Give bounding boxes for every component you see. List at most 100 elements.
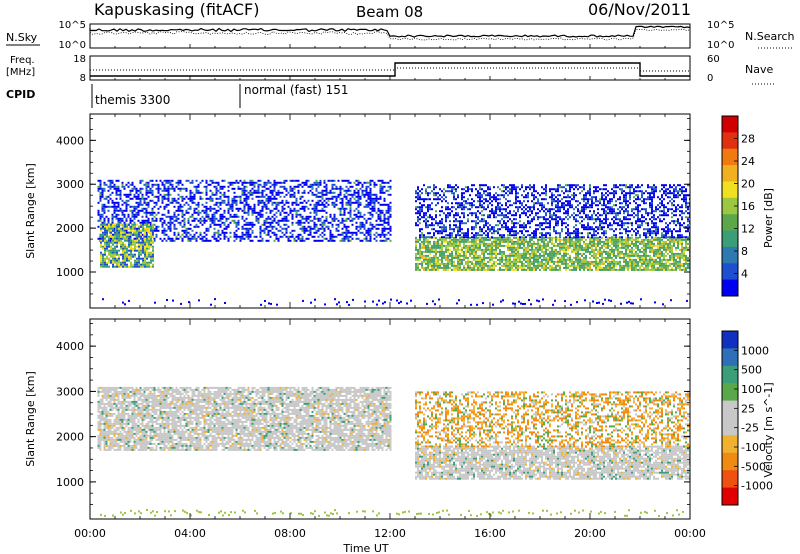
scatter-cell bbox=[463, 206, 465, 209]
scatter-cell bbox=[138, 263, 140, 266]
scatter-cell bbox=[110, 241, 112, 244]
scatter-cell bbox=[511, 254, 513, 257]
scatter-cell bbox=[445, 244, 447, 247]
scatter-cell bbox=[641, 242, 643, 245]
scatter-cell bbox=[505, 254, 507, 257]
scatter-cell bbox=[507, 266, 509, 269]
scatter-cell bbox=[139, 221, 142, 224]
scatter-cell bbox=[171, 239, 174, 242]
scatter-cell bbox=[333, 235, 336, 238]
scatter-cell bbox=[463, 204, 465, 207]
scatter-cell bbox=[357, 225, 360, 228]
scatter-cell bbox=[143, 201, 146, 204]
scatter-cell bbox=[241, 217, 244, 220]
scatter-cell bbox=[629, 266, 631, 269]
scatter-cell bbox=[377, 179, 380, 182]
scatter-cell bbox=[102, 231, 104, 234]
scatter-cell bbox=[219, 223, 222, 226]
scatter-cell bbox=[449, 252, 451, 255]
scatter-cell bbox=[607, 240, 609, 243]
scatter-cell bbox=[543, 238, 545, 241]
scatter-cell bbox=[317, 183, 320, 186]
scatter-cell bbox=[657, 242, 659, 245]
scatter-cell bbox=[271, 197, 274, 200]
scatter-cell bbox=[623, 240, 625, 243]
scatter-cell bbox=[321, 223, 324, 226]
scatter-cell bbox=[102, 255, 104, 258]
scatter-cell bbox=[289, 195, 292, 198]
scatter-cell bbox=[387, 223, 390, 226]
scatter-cell bbox=[303, 239, 306, 242]
scatter-cell bbox=[134, 245, 136, 248]
scatter-cell bbox=[467, 240, 469, 243]
scatter-cell bbox=[335, 217, 338, 220]
scatter-cell bbox=[369, 195, 372, 198]
scatter-cell bbox=[211, 199, 214, 202]
scatter-cell bbox=[383, 227, 386, 230]
scatter-cell bbox=[102, 237, 104, 240]
scatter-cell bbox=[537, 240, 539, 243]
scatter-cell bbox=[681, 268, 683, 271]
scatter-cell bbox=[163, 221, 166, 224]
scatter-cell bbox=[523, 254, 525, 257]
scatter-cell bbox=[355, 191, 358, 194]
scatter-cell bbox=[483, 262, 485, 265]
scatter-cell bbox=[257, 221, 260, 224]
scatter-cell bbox=[327, 197, 330, 200]
scatter-cell bbox=[445, 246, 447, 249]
scatter-cell bbox=[101, 189, 104, 192]
scatter-cell bbox=[157, 191, 160, 194]
scatter-cell bbox=[445, 234, 447, 237]
scatter-cell bbox=[191, 197, 194, 200]
scatter-cell bbox=[531, 252, 533, 255]
scatter-cell bbox=[128, 237, 130, 240]
scatter-cell bbox=[683, 250, 685, 253]
scatter-cell bbox=[447, 244, 449, 247]
scatter-cell bbox=[124, 253, 126, 256]
scatter-cell bbox=[483, 218, 485, 221]
scatter-cell bbox=[381, 209, 384, 212]
scatter-cell bbox=[453, 186, 455, 189]
scatter-cell bbox=[489, 196, 491, 199]
scatter-cell bbox=[333, 187, 336, 190]
scatter-cell bbox=[203, 211, 206, 214]
scatter-cell bbox=[163, 207, 166, 210]
scatter-cell bbox=[551, 250, 553, 253]
scatter-cell bbox=[455, 254, 457, 257]
scatter-cell bbox=[379, 195, 382, 198]
scatter-cell bbox=[461, 196, 463, 199]
scatter-cell bbox=[643, 260, 645, 263]
scatter-cell bbox=[134, 231, 136, 234]
scatter-cell bbox=[417, 266, 419, 269]
scatter-cell bbox=[611, 250, 613, 253]
scatter-cell bbox=[287, 225, 290, 228]
scatter-cell bbox=[389, 193, 392, 196]
scatter-cell bbox=[643, 248, 645, 251]
scatter-cell bbox=[108, 257, 110, 260]
scatter-cell bbox=[603, 248, 605, 251]
scatter-cell bbox=[277, 219, 280, 222]
scatter-cell bbox=[249, 179, 252, 182]
scatter-cell bbox=[493, 210, 495, 213]
scatter-cell bbox=[325, 191, 328, 194]
scatter-cell bbox=[583, 242, 585, 245]
scatter-cell bbox=[375, 193, 378, 196]
scatter-cell bbox=[177, 237, 180, 240]
scatter-cell bbox=[313, 231, 316, 234]
scatter-cell bbox=[179, 203, 182, 206]
scatter-cell bbox=[677, 264, 679, 267]
scatter-cell bbox=[131, 219, 134, 222]
scatter-cell bbox=[533, 262, 535, 265]
scatter-cell bbox=[361, 215, 364, 218]
scatter-cell bbox=[611, 262, 613, 265]
scatter-cell bbox=[261, 189, 264, 192]
scatter-cell bbox=[108, 251, 110, 254]
scatter-cell bbox=[627, 266, 629, 269]
scatter-cell bbox=[153, 205, 156, 208]
scatter-cell bbox=[577, 244, 579, 247]
scatter-cell bbox=[479, 200, 481, 203]
scatter-cell bbox=[148, 263, 150, 266]
scatter-cell bbox=[389, 227, 392, 230]
scatter-cell bbox=[349, 201, 352, 204]
scatter-cell bbox=[453, 244, 455, 247]
